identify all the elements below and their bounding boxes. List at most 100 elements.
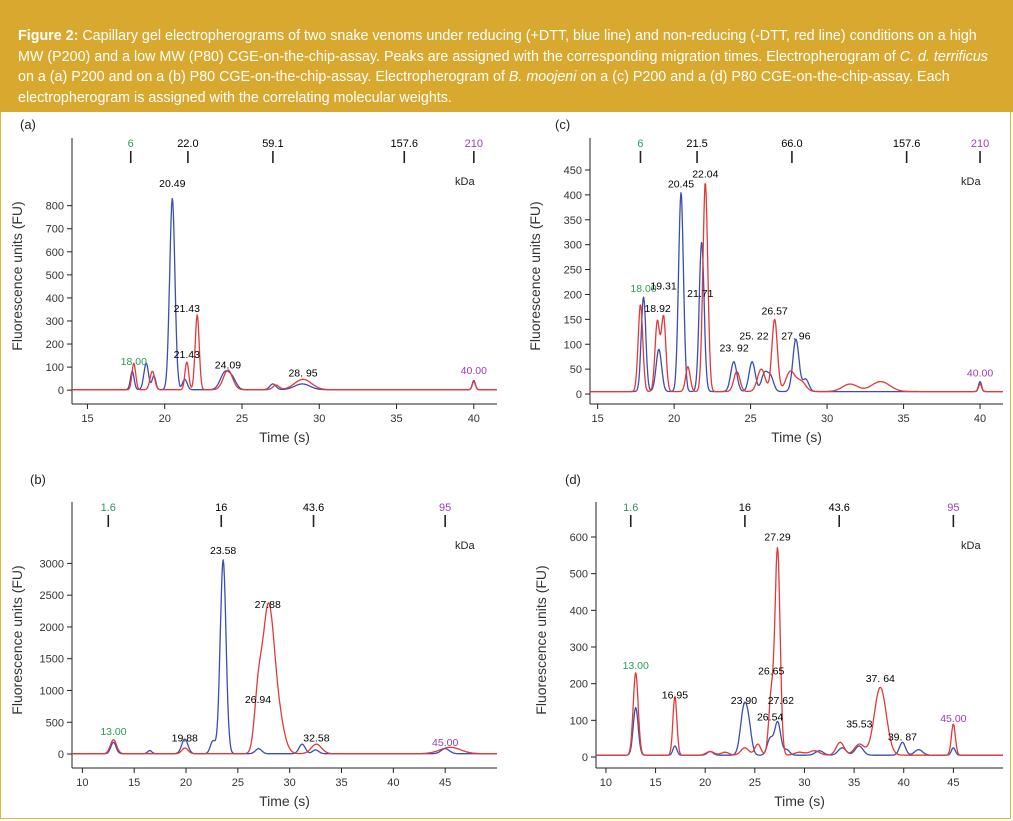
y-tick-label: 0 — [58, 749, 64, 761]
panel-label: (d) — [565, 472, 581, 487]
mw-marker-label: 95 — [947, 502, 959, 514]
y-tick-label: 0 — [576, 389, 582, 401]
peak-label: 40.00 — [967, 368, 993, 380]
y-tick-label: 500 — [46, 270, 64, 282]
x-axis-title: Time (s) — [259, 429, 310, 445]
mw-unit-label: kDa — [455, 540, 475, 552]
series-line-reducing — [595, 701, 1004, 756]
caption-species-1: C. d. terrificus — [899, 48, 988, 65]
x-tick-label: 40 — [387, 777, 399, 789]
mw-marker-label: 95 — [439, 502, 451, 514]
mw-unit-label: kDa — [961, 176, 981, 188]
y-axis-title: Fluorescence units (FU) — [527, 201, 543, 350]
y-tick-label: 100 — [570, 715, 588, 727]
mw-marker-label: 1.6 — [101, 502, 116, 514]
x-axis-title: Time (s) — [259, 793, 310, 809]
peak-label: 13.00 — [623, 660, 649, 672]
chart-panel-b: (b) 0 500 1000 1500 2000 2500 3000 10 15 20 25 30 35 4… — [9, 472, 498, 809]
mw-marker-label: 6 — [128, 138, 134, 150]
x-tick-label: 20 — [699, 777, 711, 789]
peak-label: 23. 92 — [719, 343, 748, 355]
y-tick-label: 400 — [564, 190, 582, 202]
y-tick-label: 3000 — [40, 558, 64, 570]
peak-label: 26.65 — [758, 666, 784, 678]
peak-label: 40.00 — [461, 365, 487, 377]
x-tick-label: 25 — [749, 777, 761, 789]
peak-label: 32.58 — [303, 732, 329, 744]
y-tick-label: 150 — [564, 314, 582, 326]
y-tick-label: 1000 — [40, 685, 64, 697]
y-tick-label: 200 — [46, 339, 64, 351]
mw-marker-label: 43.6 — [828, 502, 849, 514]
peak-label: 27.62 — [768, 695, 794, 707]
mw-marker-label: 157.6 — [893, 138, 921, 150]
y-tick-label: 300 — [570, 642, 588, 654]
x-tick-label: 35 — [335, 777, 347, 789]
mw-marker-label: 157.6 — [391, 138, 419, 150]
peak-label: 16.95 — [662, 689, 688, 701]
peak-label: 37. 64 — [866, 673, 895, 685]
x-tick-label: 20 — [159, 413, 171, 425]
peak-label: 28. 95 — [288, 367, 317, 379]
y-tick-label: 300 — [564, 240, 582, 252]
x-tick-label: 25 — [236, 413, 248, 425]
mw-marker-label: 16 — [739, 502, 751, 514]
peak-label: 25. 22 — [739, 330, 768, 342]
x-tick-label: 40 — [468, 413, 480, 425]
y-tick-label: 200 — [564, 289, 582, 301]
caption-text-1: Capillary gel electropherograms of two s… — [18, 28, 977, 65]
series-line-nonreducing — [71, 314, 498, 391]
mw-marker-label: 16 — [215, 502, 227, 514]
x-tick-label: 45 — [439, 777, 451, 789]
peak-label: 45.00 — [940, 713, 966, 725]
peak-label: 21.43 — [174, 349, 200, 361]
y-tick-label: 600 — [570, 532, 588, 544]
peak-label: 39. 87 — [888, 732, 917, 744]
x-tick-label: 10 — [76, 777, 88, 789]
y-tick-label: 0 — [582, 752, 588, 764]
chart-panel-a: (a) 0 100 200 300 400 500 600 700 800 15 20 25 30 35 40… — [9, 117, 498, 445]
peak-label: 18.92 — [644, 303, 670, 315]
x-tick-label: 15 — [128, 777, 140, 789]
y-tick-label: 100 — [564, 339, 582, 351]
mw-marker-label: 1.6 — [623, 502, 638, 514]
peak-label: 19.88 — [172, 732, 198, 744]
mw-unit-label: kDa — [455, 176, 475, 188]
y-axis-title: Fluorescence units (FU) — [9, 565, 25, 714]
peak-label: 26.57 — [761, 305, 787, 317]
x-tick-label: 15 — [649, 777, 661, 789]
series-line-reducing — [71, 559, 498, 755]
peak-label: 18.00 — [121, 356, 147, 368]
x-tick-label: 30 — [798, 777, 810, 789]
mw-marker-label: 21.5 — [686, 138, 707, 150]
x-tick-label: 10 — [600, 777, 612, 789]
y-tick-label: 800 — [46, 201, 64, 213]
series-line-nonreducing — [71, 602, 498, 755]
peak-label: 18.00 — [630, 283, 656, 295]
x-tick-label: 40 — [898, 777, 910, 789]
peak-label: 27.29 — [764, 532, 790, 544]
x-tick-label: 25 — [744, 413, 756, 425]
peak-label: 13.00 — [100, 726, 126, 738]
y-tick-label: 2500 — [40, 590, 64, 602]
caption-species-2: B. moojeni — [508, 69, 577, 85]
y-tick-label: 2000 — [40, 622, 64, 634]
y-axis-title: Fluorescence units (FU) — [9, 201, 25, 350]
y-tick-label: 350 — [564, 215, 582, 227]
mw-unit-label: kDa — [961, 540, 981, 552]
y-tick-label: 300 — [46, 316, 64, 328]
y-tick-label: 250 — [564, 265, 582, 277]
mw-marker-label: 43.6 — [303, 502, 324, 514]
y-tick-label: 450 — [564, 165, 582, 177]
x-tick-label: 20 — [668, 413, 680, 425]
mw-marker-label: 66.0 — [781, 138, 802, 150]
x-axis-title: Time (s) — [771, 429, 822, 445]
caption-label: Figure 2: — [18, 28, 79, 44]
x-tick-label: 30 — [313, 413, 325, 425]
panel-label: (c) — [555, 117, 570, 132]
y-tick-label: 400 — [46, 293, 64, 305]
peak-label: 23.58 — [210, 545, 236, 557]
y-tick-label: 50 — [570, 364, 582, 376]
x-tick-label: 35 — [897, 413, 909, 425]
x-tick-label: 40 — [974, 413, 986, 425]
